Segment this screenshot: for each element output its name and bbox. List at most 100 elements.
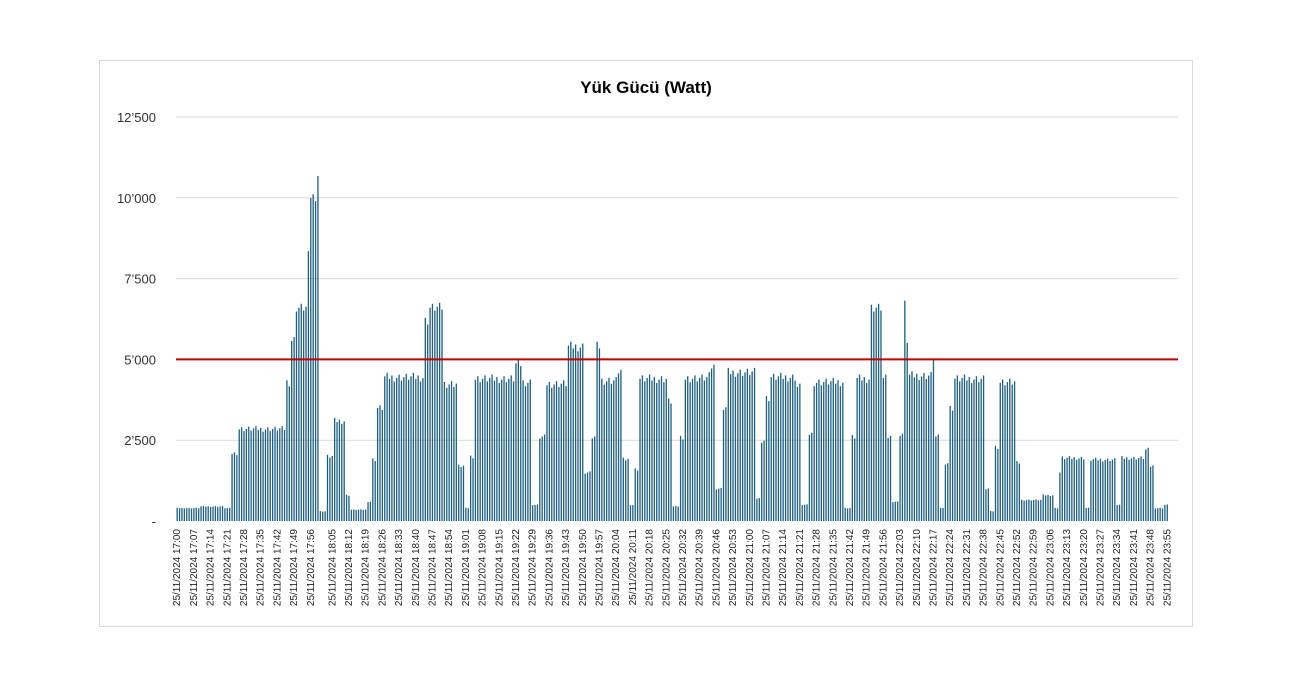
bar xyxy=(605,381,608,521)
bar xyxy=(1128,459,1130,521)
bar xyxy=(970,383,973,521)
x-tick-label: 25/11/2024 21:07 xyxy=(761,529,772,607)
bar xyxy=(925,379,927,521)
bar xyxy=(450,381,453,521)
bar xyxy=(329,457,331,521)
bar xyxy=(291,340,293,521)
bar xyxy=(1145,449,1147,521)
bar xyxy=(1052,495,1054,521)
bar xyxy=(622,457,624,521)
bar xyxy=(897,501,899,521)
bar xyxy=(536,504,539,521)
bar xyxy=(226,507,228,521)
bar xyxy=(348,495,350,521)
bar xyxy=(233,452,236,521)
bar xyxy=(758,498,760,521)
bar xyxy=(491,374,493,521)
bar xyxy=(481,378,484,521)
bar xyxy=(873,311,875,521)
bar xyxy=(1123,458,1125,521)
bar xyxy=(651,380,653,521)
bar xyxy=(787,381,789,521)
bar xyxy=(1085,508,1087,521)
bar xyxy=(1166,504,1168,521)
bar xyxy=(699,377,701,521)
bar xyxy=(882,377,885,521)
bar xyxy=(577,351,579,521)
bar xyxy=(982,375,985,521)
bar xyxy=(295,311,298,521)
bar xyxy=(1147,447,1149,521)
bar xyxy=(667,398,670,521)
bar xyxy=(961,377,963,521)
bar xyxy=(381,409,384,521)
bar xyxy=(181,507,183,521)
bar xyxy=(448,384,450,521)
x-tick-label: 25/11/2024 20:11 xyxy=(628,529,639,606)
bar xyxy=(410,376,412,521)
bar xyxy=(644,381,646,521)
bar xyxy=(1111,459,1114,521)
x-tick-label: 25/11/2024 20:53 xyxy=(728,529,739,607)
x-tick-label: 25/11/2024 22:24 xyxy=(945,529,956,607)
bar xyxy=(1135,459,1137,521)
bar xyxy=(660,376,663,521)
bar xyxy=(1030,500,1032,521)
bar xyxy=(551,387,553,521)
bar xyxy=(496,377,498,521)
x-tick-label: 25/11/2024 19:08 xyxy=(478,529,489,607)
bar xyxy=(1016,461,1018,521)
bar xyxy=(415,378,417,521)
bar xyxy=(913,377,916,521)
bar xyxy=(517,359,520,521)
x-tick-label: 25/11/2024 17:21 xyxy=(222,529,233,607)
bar xyxy=(1116,505,1118,521)
bar xyxy=(706,377,708,521)
bar xyxy=(954,378,956,521)
bar xyxy=(722,409,725,521)
bar xyxy=(207,506,209,521)
bar xyxy=(1149,466,1152,521)
x-tick-label: 25/11/2024 17:35 xyxy=(256,529,267,607)
bar xyxy=(1021,499,1023,521)
bar xyxy=(510,375,512,521)
bar xyxy=(730,374,732,521)
bar xyxy=(405,373,407,521)
bar xyxy=(558,386,560,521)
bar xyxy=(789,378,791,521)
bar xyxy=(906,342,908,521)
x-tick-label: 25/11/2024 19:36 xyxy=(544,529,555,607)
bar xyxy=(713,364,715,521)
bar xyxy=(229,507,231,521)
bar xyxy=(360,509,362,521)
bar xyxy=(780,372,782,521)
bar xyxy=(317,176,319,521)
bar xyxy=(458,464,460,521)
bar xyxy=(777,376,780,521)
bar xyxy=(515,363,517,521)
x-tick-label: 25/11/2024 22:38 xyxy=(979,529,990,607)
y-axis-ticks: - 2’500 5’000 7’500 10’000 12’500 xyxy=(117,110,156,529)
bar xyxy=(1001,379,1004,521)
bar xyxy=(376,407,379,521)
bar xyxy=(966,380,968,521)
bar xyxy=(744,372,746,521)
x-tick-label: 25/11/2024 23:34 xyxy=(1112,529,1123,607)
x-tick-label: 25/11/2024 17:07 xyxy=(189,529,200,607)
bar xyxy=(875,307,877,521)
bar xyxy=(677,506,679,521)
bar xyxy=(803,504,806,521)
bar xyxy=(656,383,658,521)
bar xyxy=(868,379,870,521)
bar xyxy=(307,251,310,522)
bar xyxy=(818,379,820,521)
bar xyxy=(930,372,932,521)
bar xyxy=(837,380,839,521)
x-tick-label: 25/11/2024 22:10 xyxy=(912,529,923,607)
bar xyxy=(947,463,949,521)
bar xyxy=(830,381,832,521)
bar xyxy=(1137,457,1140,521)
bar xyxy=(255,426,257,521)
bar xyxy=(379,405,381,521)
bar xyxy=(815,382,818,521)
